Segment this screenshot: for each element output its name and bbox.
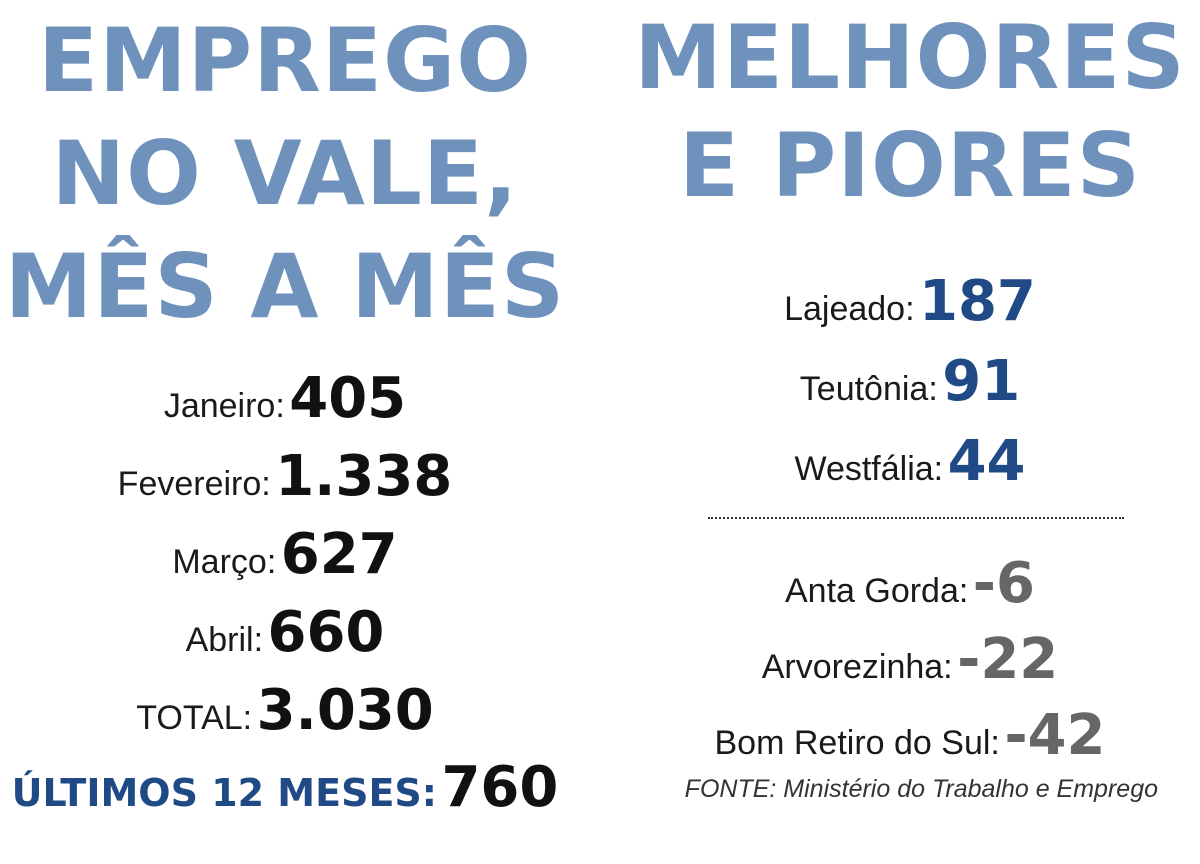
city-label: Westfália: <box>794 450 944 488</box>
item-label: Janeiro: <box>163 387 285 425</box>
dotted-divider <box>708 517 1124 519</box>
item-label: Abril: <box>185 621 264 659</box>
left-column: EMPREGO NO VALE, MÊS A MÊS Janeiro: 405 … <box>0 0 570 820</box>
city-value: 91 <box>942 349 1021 414</box>
item-value: 405 <box>289 366 407 431</box>
left-title-line: NO VALE, <box>51 122 519 225</box>
last-12-value: 760 <box>441 755 559 820</box>
best-list: Lajeado: 187 Teutônia: 91 Westfália: 44 <box>620 262 1200 502</box>
last-12-label: ÚLTIMOS 12 MESES: <box>11 771 437 815</box>
item-value: 627 <box>280 522 398 587</box>
list-item-bom-retiro-do-sul: Bom Retiro do Sul: -42 <box>620 698 1200 774</box>
list-item-lajeado: Lajeado: 187 <box>620 262 1200 342</box>
list-item-total: TOTAL: 3.030 <box>0 672 570 750</box>
list-item-arvorezinha: Arvorezinha: -22 <box>620 622 1200 698</box>
city-label: Bom Retiro do Sul: <box>714 724 1000 762</box>
item-value: 660 <box>267 600 385 665</box>
city-value: -22 <box>957 627 1059 692</box>
source-note: FONTE: Ministério do Trabalho e Emprego <box>684 775 1158 803</box>
city-label: Arvorezinha: <box>761 648 953 686</box>
right-column: MELHORES E PIORES Lajeado: 187 Teutônia:… <box>620 0 1200 804</box>
left-title-line: MÊS A MÊS <box>4 235 566 338</box>
left-title-line: EMPREGO <box>37 9 533 112</box>
city-label: Anta Gorda: <box>784 572 969 610</box>
monthly-list: Janeiro: 405 Fevereiro: 1.338 Março: 627… <box>0 360 570 750</box>
item-label: Fevereiro: <box>117 465 271 503</box>
list-item-westfalia: Westfália: 44 <box>620 422 1200 502</box>
city-value: -42 <box>1004 703 1106 768</box>
right-title-line: E PIORES <box>678 114 1142 217</box>
item-value: 3.030 <box>256 678 434 743</box>
list-item-janeiro: Janeiro: 405 <box>0 360 570 438</box>
left-title: EMPREGO NO VALE, MÊS A MÊS <box>0 0 570 339</box>
item-value: 1.338 <box>275 444 453 509</box>
last-12-months: ÚLTIMOS 12 MESES: 760 <box>0 748 570 828</box>
city-label: Lajeado: <box>784 290 915 328</box>
list-item-abril: Abril: 660 <box>0 594 570 672</box>
list-item-marco: Março: 627 <box>0 516 570 594</box>
right-title: MELHORES E PIORES <box>620 0 1200 216</box>
item-label: TOTAL: <box>136 699 253 737</box>
right-title-line: MELHORES <box>634 6 1186 109</box>
city-value: 187 <box>919 269 1036 334</box>
list-item-teutonia: Teutônia: 91 <box>620 342 1200 422</box>
list-item-fevereiro: Fevereiro: 1.338 <box>0 438 570 516</box>
list-item-anta-gorda: Anta Gorda: -6 <box>620 546 1200 622</box>
worst-list: Anta Gorda: -6 Arvorezinha: -22 Bom Reti… <box>620 546 1200 774</box>
city-value: -6 <box>972 551 1035 616</box>
item-label: Março: <box>172 543 277 581</box>
city-label: Teutônia: <box>799 370 938 408</box>
city-value: 44 <box>947 429 1026 494</box>
